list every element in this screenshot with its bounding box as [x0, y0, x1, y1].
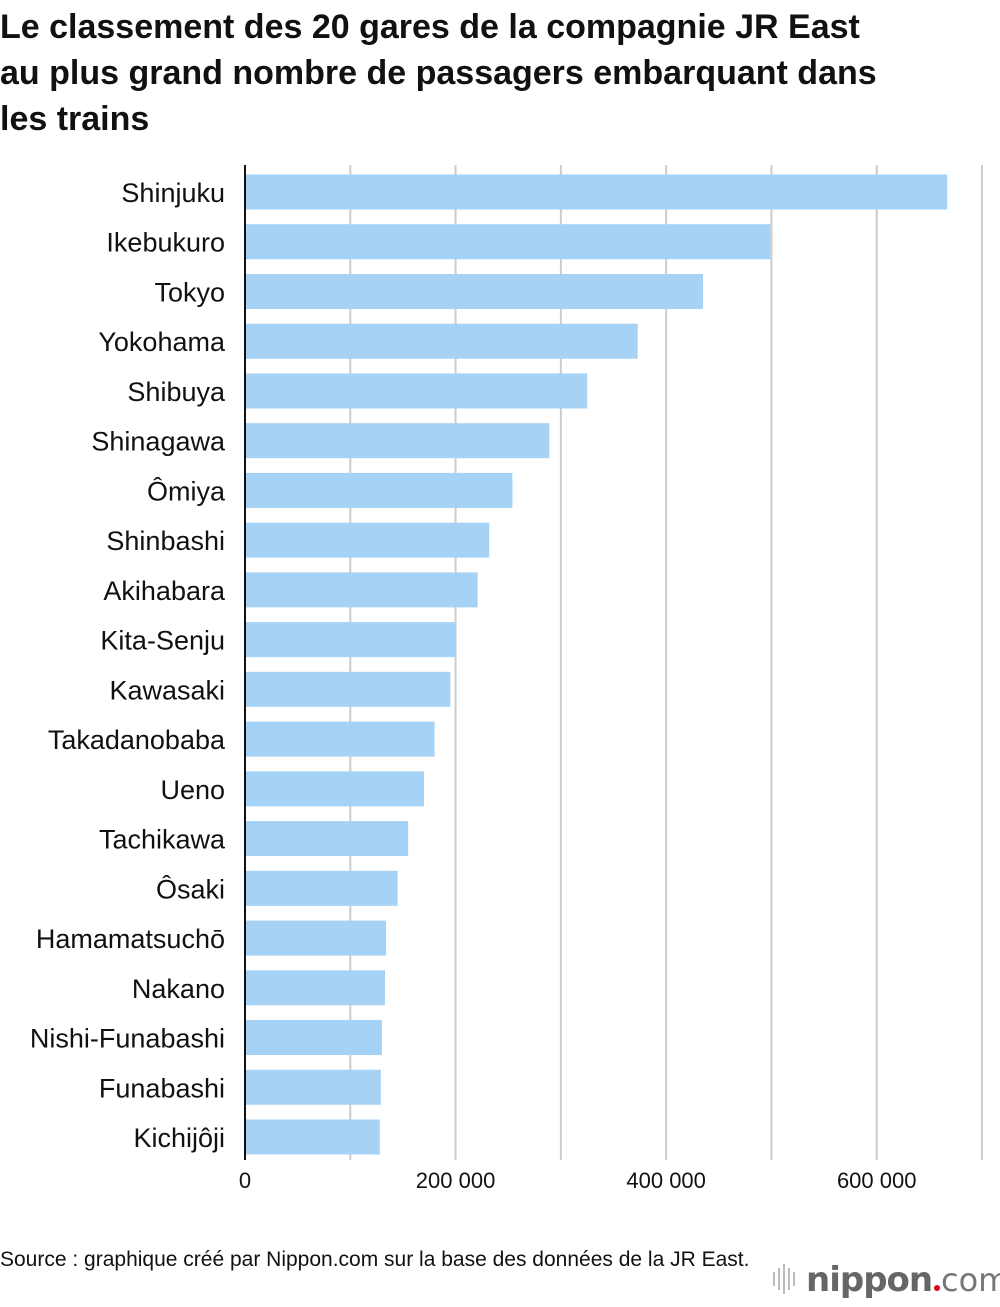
bar — [245, 870, 398, 906]
bar — [245, 572, 478, 608]
bar — [245, 1020, 382, 1056]
bar — [245, 423, 550, 459]
bar — [245, 323, 638, 359]
bar — [245, 1119, 380, 1155]
category-label: Shinbashi — [106, 526, 225, 556]
category-label: Tachikawa — [99, 825, 226, 855]
nippon-logo: nippon com — [770, 1258, 1000, 1307]
category-label: Tokyo — [154, 277, 225, 307]
category-label: Akihabara — [103, 576, 226, 606]
bar — [245, 920, 387, 956]
bar — [245, 273, 703, 309]
bar — [245, 821, 409, 857]
bar — [245, 622, 456, 658]
bar — [245, 771, 424, 807]
x-tick-label: 600 000 — [837, 1168, 917, 1193]
category-label: Nakano — [132, 974, 225, 1004]
svg-text:com: com — [941, 1261, 1000, 1299]
x-tick-label: 0 — [239, 1168, 251, 1193]
bar — [245, 1069, 381, 1105]
category-label: Funabashi — [99, 1073, 225, 1103]
category-label: Shinagawa — [91, 427, 226, 457]
category-labels: Shinjuku Ikebukuro Tokyo Yokohama Shibuya Shi… — [30, 178, 226, 1153]
bar — [245, 373, 588, 409]
x-tick-label: 200 000 — [416, 1168, 496, 1193]
category-label: Kita-Senju — [100, 626, 225, 656]
category-label: Yokohama — [98, 327, 226, 357]
bar — [245, 970, 386, 1006]
bar — [245, 224, 771, 260]
bars — [245, 174, 948, 1155]
bar — [245, 522, 490, 558]
category-label: Nishi-Funabashi — [30, 1024, 225, 1054]
x-tick-labels: 0 200 000 400 000 600 000 — [239, 1168, 917, 1193]
category-label: Kichijôji — [133, 1123, 225, 1153]
category-label: Takadanobaba — [48, 725, 226, 755]
bar — [245, 472, 513, 508]
category-label: Ômiya — [147, 475, 226, 506]
category-label: Shinjuku — [121, 178, 225, 208]
category-label: Kawasaki — [109, 675, 225, 705]
category-label: Ôsaki — [156, 873, 225, 904]
bar-chart: Shinjuku Ikebukuro Tokyo Yokohama Shibuya Shi… — [30, 165, 983, 1193]
x-tick-label: 400 000 — [626, 1168, 706, 1193]
category-label: Hamamatsuchō — [36, 924, 225, 954]
category-label: Ikebukuro — [106, 228, 225, 258]
chart-title: Le classement des 20 gares de la compagn… — [0, 8, 877, 138]
svg-text:nippon: nippon — [806, 1260, 932, 1300]
bar — [245, 174, 948, 210]
sound-wave-icon — [773, 1264, 795, 1294]
category-label: Shibuya — [127, 377, 226, 407]
gridlines — [349, 165, 983, 1160]
bar — [245, 721, 435, 757]
category-label: Ueno — [160, 775, 225, 805]
bar — [245, 671, 451, 707]
source-note: Source : graphique créé par Nippon.com s… — [0, 1248, 750, 1271]
